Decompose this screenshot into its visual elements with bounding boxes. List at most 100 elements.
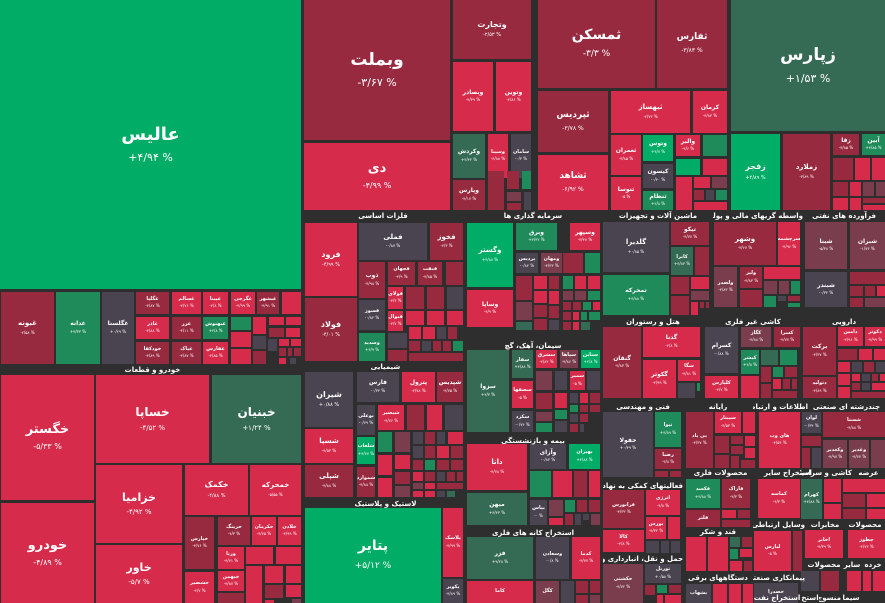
stock-tile[interactable]: [253, 317, 266, 334]
stock-tile[interactable]: [583, 514, 589, 520]
stock-tile[interactable]: [581, 312, 587, 320]
stock-tile[interactable]: [700, 302, 704, 308]
stock-tile[interactable]: [413, 491, 423, 497]
stock-tile[interactable]: میهن +۴/۴۳ %: [467, 493, 527, 525]
stock-tile[interactable]: [536, 412, 552, 421]
stock-tile[interactable]: [555, 371, 567, 390]
stock-tile[interactable]: شبنا -۵/۳۸ %: [805, 222, 847, 269]
stock-tile[interactable]: [563, 322, 571, 330]
stock-tile[interactable]: [593, 302, 600, 310]
stock-tile[interactable]: [863, 182, 874, 196]
stock-tile[interactable]: [706, 190, 714, 200]
stock-tile[interactable]: خکمک -۴/۸۸ %: [185, 465, 248, 515]
stock-tile[interactable]: سامان -۰/۳ %: [511, 134, 531, 178]
stock-tile[interactable]: [563, 276, 573, 289]
stock-tile[interactable]: پلاسک -۴/۹۹ %: [443, 508, 463, 577]
stock-tile[interactable]: [850, 182, 861, 196]
stock-tile[interactable]: وبرق +۴/۴۲ %: [516, 223, 557, 250]
stock-tile[interactable]: [744, 561, 752, 571]
stock-tile[interactable]: [852, 374, 860, 381]
stock-tile[interactable]: [665, 595, 681, 603]
stock-tile[interactable]: [833, 182, 848, 196]
stock-tile[interactable]: [872, 383, 885, 390]
stock-tile[interactable]: [716, 190, 727, 200]
stock-tile[interactable]: گکوثر -۴/۹۹ %: [643, 360, 676, 398]
stock-tile[interactable]: کماسه -۴/۳ %: [758, 479, 800, 518]
stock-tile[interactable]: کیسون -۰/۴۰ %: [643, 164, 673, 188]
stock-tile[interactable]: [764, 296, 776, 307]
stock-tile[interactable]: [670, 471, 681, 477]
stock-tile[interactable]: بشهاب: [686, 584, 711, 603]
stock-tile[interactable]: اترژی -۴/۸ %: [646, 490, 680, 515]
stock-tile[interactable]: [708, 537, 728, 571]
stock-tile[interactable]: [555, 421, 567, 432]
stock-tile[interactable]: ثعمران -۳/۸۵ %: [611, 135, 641, 175]
stock-tile[interactable]: غگرجی -۴/۹۹ %: [231, 292, 255, 314]
stock-tile[interactable]: وبصادر -۴/۳۹ %: [453, 62, 493, 131]
stock-tile[interactable]: [294, 348, 301, 356]
stock-tile[interactable]: [536, 423, 552, 432]
stock-tile[interactable]: رضبا -۴/۸ %: [655, 449, 681, 469]
stock-tile[interactable]: [422, 341, 431, 351]
stock-tile[interactable]: وپارس -۴/۱۷ %: [453, 180, 485, 210]
stock-tile[interactable]: [852, 383, 860, 390]
stock-tile[interactable]: [231, 332, 251, 347]
stock-tile[interactable]: [425, 491, 435, 497]
stock-tile[interactable]: پتایر +۵/۱۲ %: [305, 508, 441, 603]
stock-tile[interactable]: [876, 362, 885, 372]
stock-tile[interactable]: فرود -۴/۹۹ %: [305, 223, 357, 296]
stock-tile[interactable]: دکوثر -۴/۹۹ %: [865, 327, 885, 346]
stock-tile[interactable]: فولای -۴/۳ %: [388, 287, 403, 309]
stock-tile[interactable]: [801, 571, 819, 591]
stock-tile[interactable]: های وب -۴/۵۴ %: [759, 412, 800, 468]
stock-tile[interactable]: [740, 549, 752, 557]
stock-tile[interactable]: ذوب -۴/۹۸ %: [359, 262, 385, 298]
stock-tile[interactable]: [580, 414, 588, 422]
stock-tile[interactable]: [780, 350, 797, 365]
stock-tile[interactable]: [563, 312, 571, 320]
stock-tile[interactable]: [589, 471, 600, 497]
stock-tile[interactable]: ومهان -۴/۴۳ %: [541, 253, 562, 273]
stock-tile[interactable]: [691, 291, 709, 300]
stock-tile[interactable]: [253, 336, 266, 349]
stock-tile[interactable]: [488, 171, 504, 210]
stock-tile[interactable]: فخوز -۴/۳ %: [430, 223, 463, 260]
stock-tile[interactable]: غسالم -۴/۷۶ %: [172, 292, 201, 314]
stock-tile[interactable]: [555, 393, 567, 408]
stock-tile[interactable]: [694, 190, 704, 200]
stock-tile[interactable]: [575, 291, 586, 300]
stock-tile[interactable]: [534, 276, 547, 289]
stock-tile[interactable]: وبملت -۳/۶۷ %: [304, 0, 450, 140]
stock-tile[interactable]: غبهنوش +۴/۸ %: [203, 317, 228, 339]
stock-tile[interactable]: [587, 371, 600, 390]
stock-tile[interactable]: [742, 537, 752, 547]
stock-tile[interactable]: [265, 566, 283, 583]
stock-tile[interactable]: شستا -۴/۸۸ %: [823, 412, 885, 437]
stock-tile[interactable]: خزامیا -۴/۹۲ %: [96, 465, 182, 543]
stock-tile[interactable]: دامین -۴/۹۶ %: [838, 327, 863, 346]
stock-tile[interactable]: وشهر -۳/۶۷ %: [714, 222, 776, 265]
stock-tile[interactable]: شبندر -۰/۳۴ %: [805, 272, 847, 307]
stock-tile[interactable]: [549, 320, 559, 330]
stock-tile[interactable]: [671, 541, 680, 553]
stock-tile[interactable]: [694, 202, 727, 210]
stock-tile[interactable]: [570, 414, 578, 422]
stock-tile[interactable]: [850, 298, 863, 307]
stock-tile[interactable]: [838, 349, 857, 360]
stock-tile[interactable]: کیشر +۴/۸ %: [741, 350, 759, 374]
stock-tile[interactable]: [409, 353, 463, 361]
stock-tile[interactable]: [549, 291, 559, 304]
stock-tile[interactable]: خصدرا: [754, 583, 798, 603]
stock-tile[interactable]: [738, 510, 750, 518]
stock-tile[interactable]: ثپردیس -۳/۷۸ %: [538, 91, 608, 152]
stock-tile[interactable]: [722, 510, 736, 518]
stock-tile[interactable]: [761, 367, 771, 382]
stock-tile[interactable]: [286, 328, 300, 337]
stock-tile[interactable]: [588, 291, 600, 300]
stock-tile[interactable]: ولپز -۴/۸۳ %: [740, 267, 762, 288]
stock-tile[interactable]: [863, 198, 885, 203]
stock-tile[interactable]: [570, 405, 578, 412]
stock-tile[interactable]: [589, 500, 600, 512]
stock-tile[interactable]: [833, 158, 853, 180]
stock-tile[interactable]: [575, 276, 586, 289]
